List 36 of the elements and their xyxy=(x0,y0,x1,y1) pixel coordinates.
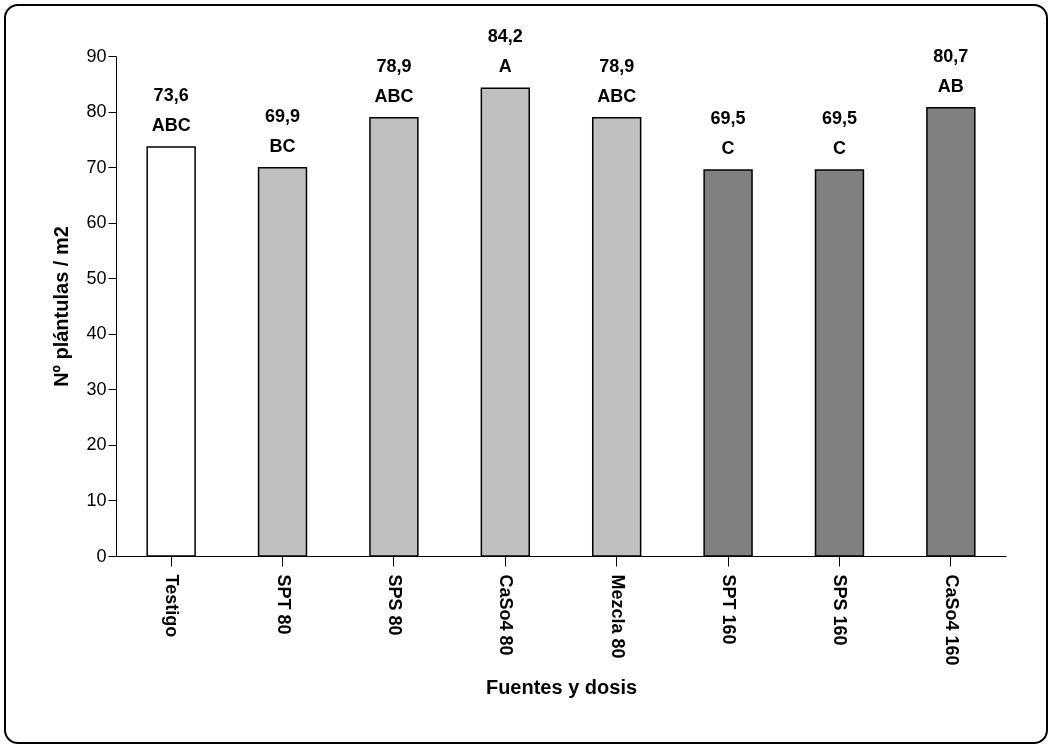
y-tick-label: 90 xyxy=(86,45,107,66)
x-tick-label: Mezcla 80 xyxy=(607,574,628,659)
annotation: ABC xyxy=(374,85,414,106)
y-tick-label: 40 xyxy=(86,323,107,344)
y-tick-label: 10 xyxy=(86,489,107,510)
annotation: A xyxy=(498,56,512,77)
data-label: 80,7 xyxy=(933,45,969,66)
data-label: 78,9 xyxy=(599,55,635,76)
x-tick-label: SPS 80 xyxy=(384,574,405,636)
data-label: 73,6 xyxy=(153,85,189,106)
annotation: C xyxy=(832,137,846,158)
y-axis-title: Nº plántulas / m2 xyxy=(50,226,73,387)
y-tick-label: 50 xyxy=(86,267,107,288)
y-tick-label: 30 xyxy=(86,378,107,399)
y-tick-label: 20 xyxy=(86,434,107,455)
data-label: 78,9 xyxy=(376,55,412,76)
annotation: ABC xyxy=(151,115,191,136)
x-tick-label: Testigo xyxy=(162,574,183,638)
y-tick-label: 60 xyxy=(86,212,107,233)
x-tick-label: SPS 160 xyxy=(830,574,851,646)
data-label: 84,2 xyxy=(487,26,523,47)
data-label: 69,9 xyxy=(265,105,301,126)
annotation: C xyxy=(721,137,735,158)
data-label: 69,5 xyxy=(710,107,746,128)
x-tick-label: SPT 160 xyxy=(719,574,740,645)
y-tick-label: 80 xyxy=(86,101,107,122)
annotation: BC xyxy=(269,135,296,156)
x-tick-label: CaSo4 160 xyxy=(941,574,962,666)
x-axis-title: Fuentes y dosis xyxy=(485,675,638,698)
annotation: AB xyxy=(937,75,964,96)
x-tick-label: SPT 80 xyxy=(273,574,294,635)
y-tick-label: 70 xyxy=(86,156,107,177)
x-tick-label: CaSo4 80 xyxy=(496,574,517,656)
annotation: ABC xyxy=(597,85,637,106)
data-label: 69,5 xyxy=(821,107,857,128)
y-tick-label: 0 xyxy=(96,545,107,566)
